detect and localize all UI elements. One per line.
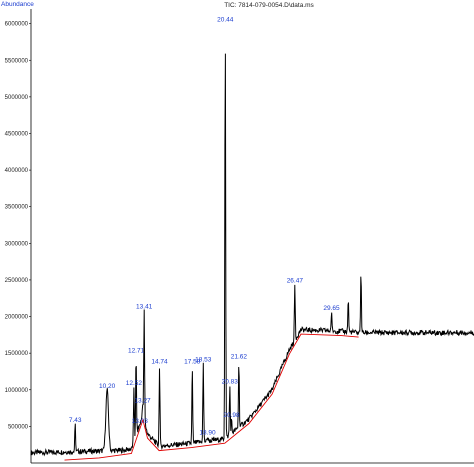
y-tick-label: 4000000 xyxy=(5,168,29,174)
y-tick-label: 5500000 xyxy=(5,58,29,64)
peak-label: 26.47 xyxy=(287,277,304,284)
y-tick-label: 4500000 xyxy=(5,131,29,137)
peak-label: 13.27 xyxy=(134,397,151,404)
peak-label: 13.41 xyxy=(136,304,153,311)
peak-label: 12.52 xyxy=(126,380,143,387)
y-tick-label: 1000000 xyxy=(5,388,29,394)
peak-label: 29.65 xyxy=(323,305,340,312)
y-tick-label: 2500000 xyxy=(5,278,29,284)
peak-label: 20.44 xyxy=(217,17,234,24)
peak-label: 13.03 xyxy=(132,418,149,425)
peak-label: 18.53 xyxy=(195,356,212,363)
y-axis-ticks: 500000 1000000 1500000 2000000 2500000 300000… xyxy=(5,22,31,430)
y-tick-label: 1500000 xyxy=(5,351,29,357)
peak-label: 20.83 xyxy=(222,378,239,385)
peak-label: 14.74 xyxy=(151,359,168,366)
peak-label: 18.90 xyxy=(199,430,216,437)
tic-trace xyxy=(30,53,474,457)
peak-label: 7.43 xyxy=(69,417,82,424)
peak-label: 12.71 xyxy=(128,348,145,355)
peak-label: 21.62 xyxy=(231,353,248,360)
peak-labels: 7.43 10.20 12.52 12.71 13.03 13.27 13.41 14.74 1… xyxy=(69,17,340,437)
y-tick-label: 6000000 xyxy=(5,22,29,28)
peak-label: 10.20 xyxy=(99,383,116,390)
y-tick-label: 500000 xyxy=(8,424,29,430)
y-tick-label: 3500000 xyxy=(5,205,29,211)
chart-title: TIC: 7814-079-0054.D\data.ms xyxy=(224,2,314,9)
y-tick-label: 5000000 xyxy=(5,95,29,101)
peak-label: 17.58 xyxy=(184,359,201,366)
y-tick-label: 2000000 xyxy=(5,315,29,321)
peak-label: 20.98 xyxy=(223,412,240,419)
y-axis-label: Abundance xyxy=(1,1,34,8)
integration-baseline xyxy=(64,333,359,461)
y-tick-label: 3000000 xyxy=(5,241,29,247)
